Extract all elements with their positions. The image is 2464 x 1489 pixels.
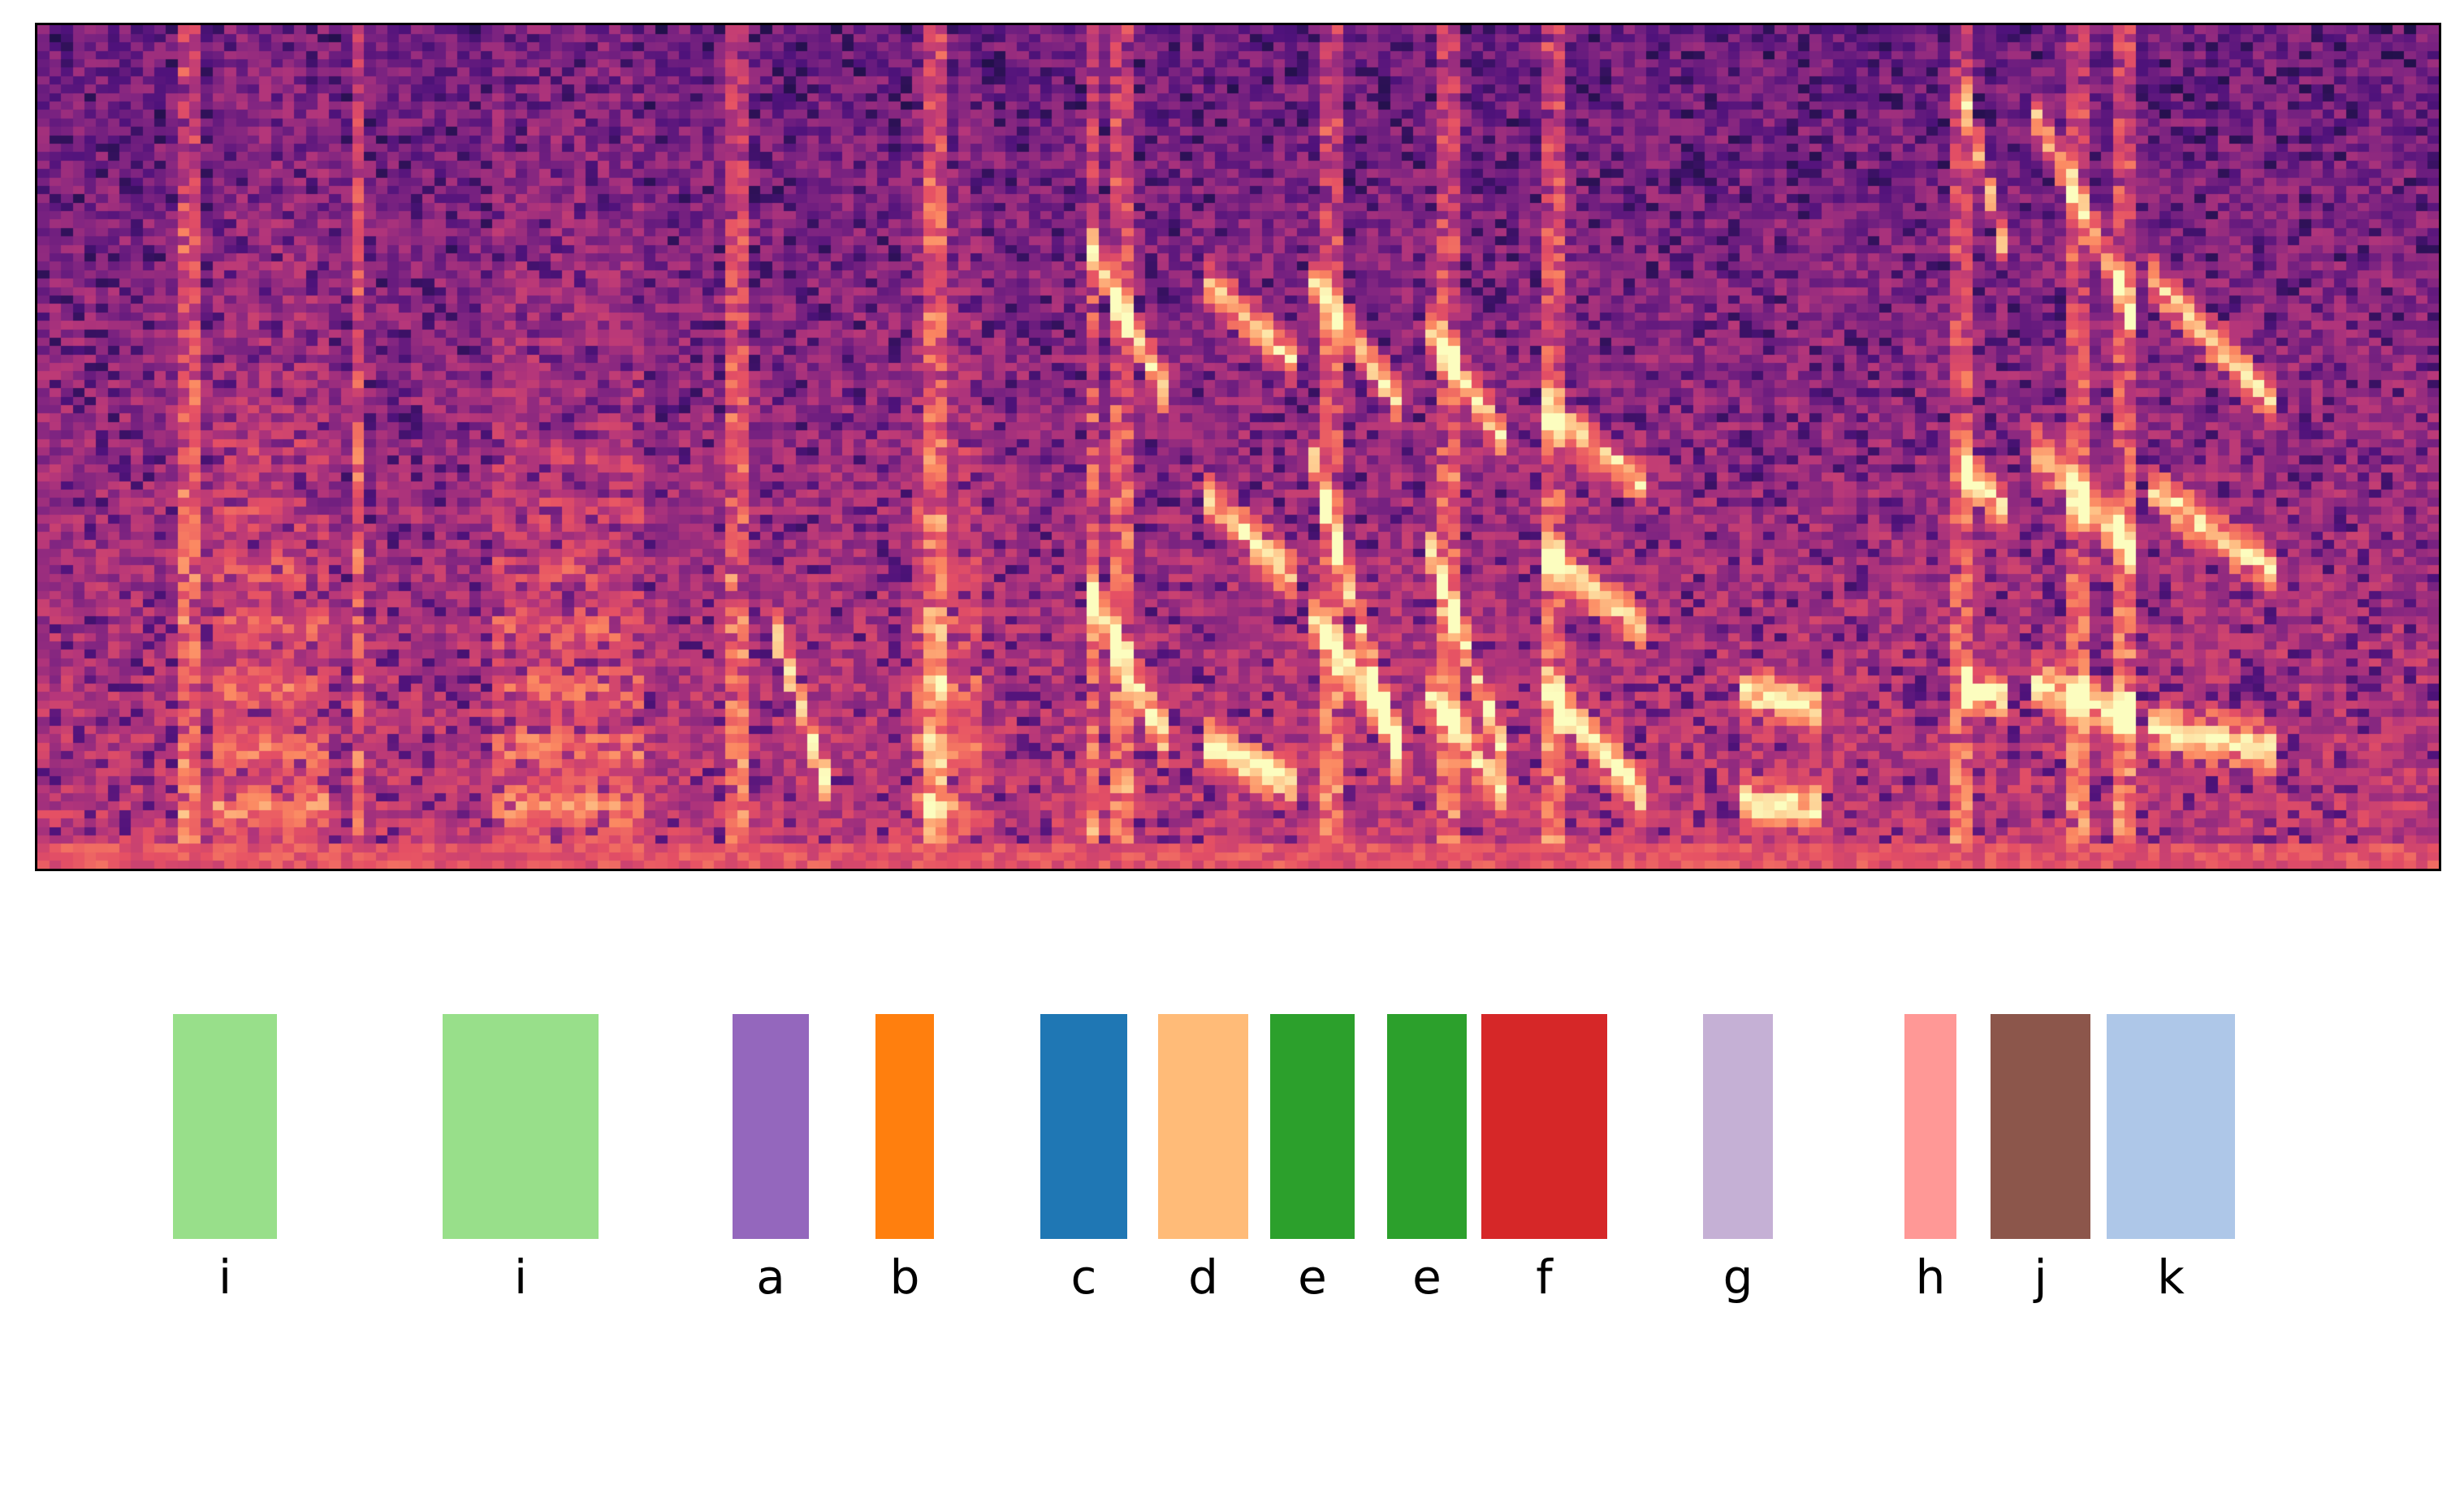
segment-bar-k <box>2107 1014 2235 1239</box>
segment-label: e <box>1298 1249 1327 1305</box>
segment-bar-h <box>1904 1014 1956 1239</box>
segment-label: h <box>1915 1249 1946 1305</box>
segment-label: i <box>513 1249 528 1305</box>
segment-bar-b <box>875 1014 934 1239</box>
segment-label: d <box>1188 1249 1218 1305</box>
segment-label: i <box>218 1249 232 1305</box>
segment-bar-e-1 <box>1270 1014 1355 1239</box>
segment-bar-i-2 <box>443 1014 599 1239</box>
segment-bar-d <box>1158 1014 1248 1239</box>
segment-label: k <box>2157 1249 2185 1305</box>
segment-bar-j <box>1991 1014 2090 1239</box>
segment-label: c <box>1070 1249 1097 1305</box>
segment-label: a <box>756 1249 785 1305</box>
segment-bar-a <box>733 1014 809 1239</box>
segment-label: e <box>1412 1249 1442 1305</box>
spectrogram-heatmap <box>37 25 2439 869</box>
segment-label: j <box>2034 1249 2047 1305</box>
segment-bar-c <box>1040 1014 1127 1239</box>
segment-label: b <box>889 1249 920 1305</box>
segment-bar-e-2 <box>1387 1014 1467 1239</box>
spectrogram-plot <box>35 23 2441 871</box>
segment-label: f <box>1536 1249 1553 1305</box>
segment-bar-g <box>1703 1014 1773 1239</box>
segment-bar-i-1 <box>173 1014 277 1239</box>
segment-label: g <box>1723 1249 1753 1305</box>
segment-bar-f <box>1481 1014 1607 1239</box>
